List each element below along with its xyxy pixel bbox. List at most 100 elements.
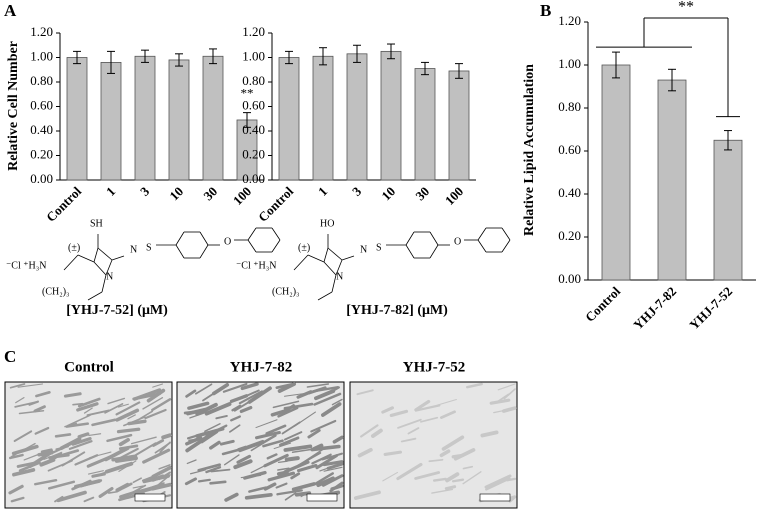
cell <box>451 453 465 459</box>
cell <box>284 492 297 501</box>
cell <box>12 468 36 477</box>
cell <box>310 444 341 452</box>
cell <box>61 451 86 467</box>
structure-label: N <box>336 271 343 282</box>
structure-label: SH <box>90 218 103 229</box>
cell <box>135 483 165 495</box>
bond <box>293 254 309 271</box>
cell <box>277 406 299 418</box>
cell <box>266 453 278 460</box>
cell <box>283 444 313 452</box>
bond <box>247 227 257 241</box>
cell <box>400 437 417 443</box>
cell <box>313 472 334 486</box>
error-bar <box>73 50 81 65</box>
cell <box>33 405 46 413</box>
bond <box>111 255 125 261</box>
cell <box>115 482 130 493</box>
cell <box>311 453 332 465</box>
error-bar <box>668 68 676 92</box>
cell <box>221 448 241 456</box>
cell <box>69 437 80 445</box>
cell <box>43 451 63 460</box>
cell <box>277 460 288 464</box>
cell <box>204 402 232 416</box>
image-title: YHJ-7-52 <box>403 359 466 375</box>
cell <box>233 459 253 470</box>
cell <box>68 440 93 450</box>
x-tick-label: YHJ-7-52 <box>686 284 735 333</box>
x-tick-label: 100 <box>442 184 466 208</box>
cell <box>104 446 130 462</box>
cell <box>77 432 90 439</box>
cell <box>88 433 102 437</box>
cell <box>239 405 253 414</box>
bar <box>202 55 224 181</box>
cell <box>74 479 101 489</box>
cell <box>116 427 141 434</box>
cell <box>151 398 172 412</box>
cell <box>484 474 512 489</box>
bond <box>477 227 487 241</box>
cell <box>185 389 197 398</box>
cell <box>294 491 312 497</box>
bond <box>331 274 337 293</box>
micrograph <box>349 381 518 509</box>
structure-label: (±) <box>68 242 80 253</box>
cell <box>72 402 84 406</box>
x-tick-label: YHJ-7-82 <box>630 284 679 333</box>
cell <box>321 452 344 461</box>
cell <box>312 386 340 393</box>
cell <box>284 393 305 397</box>
y-tick-label: 0.20 <box>242 146 265 161</box>
error-bar <box>243 112 251 128</box>
cell <box>436 399 457 406</box>
cell <box>107 491 118 494</box>
cell <box>294 411 316 427</box>
y-tick-label: 0.80 <box>30 73 53 88</box>
cell <box>321 474 344 487</box>
cell <box>77 397 101 408</box>
cell <box>158 464 171 470</box>
cell <box>382 471 399 482</box>
cell <box>8 484 24 495</box>
cell <box>111 454 138 462</box>
bar <box>66 57 88 181</box>
annotation: ** <box>678 0 694 16</box>
y-tick-label: 0.00 <box>242 171 265 186</box>
cell <box>35 390 51 398</box>
bond <box>199 244 209 259</box>
cell <box>18 461 41 472</box>
cell <box>495 393 510 404</box>
bond <box>323 247 329 263</box>
y-tick-label: 0.80 <box>242 73 265 88</box>
cell <box>480 430 499 438</box>
cell <box>356 389 374 396</box>
cell <box>284 456 300 462</box>
bar <box>346 53 368 181</box>
bar <box>713 139 743 281</box>
cell <box>236 454 252 464</box>
cell <box>83 496 95 503</box>
cell <box>290 472 301 480</box>
cell <box>370 428 383 438</box>
annotation: ** <box>241 86 254 101</box>
cell <box>89 451 112 459</box>
cell <box>204 423 221 433</box>
error-bar <box>209 48 217 65</box>
cell <box>451 478 465 483</box>
bond <box>323 261 337 276</box>
cell <box>142 448 171 464</box>
cell <box>231 404 242 412</box>
error-bar <box>175 53 183 67</box>
scale-bar <box>479 493 511 502</box>
cell <box>23 453 40 461</box>
cell <box>11 444 39 456</box>
x-tick-label: Control <box>582 283 623 324</box>
structure-label: (±) <box>298 242 310 253</box>
x-tick-label: 3 <box>349 183 365 199</box>
cell <box>17 383 44 388</box>
cell <box>319 467 329 472</box>
error-bar <box>353 44 361 63</box>
